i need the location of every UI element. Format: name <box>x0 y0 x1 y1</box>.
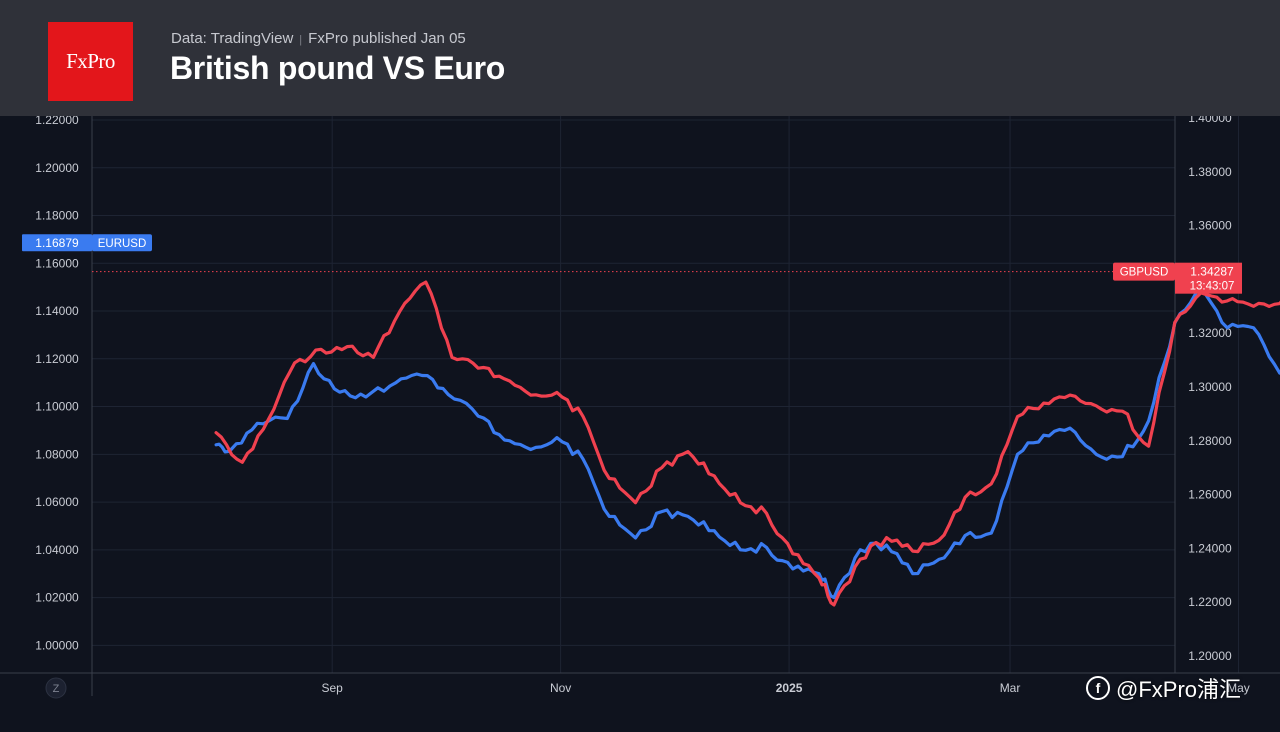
separator: | <box>299 34 303 46</box>
right-tick-label: 1.38000 <box>1188 165 1232 179</box>
data-source: Data: TradingView <box>171 30 294 47</box>
chart-title: British pound VS Euro <box>170 50 506 86</box>
x-tick-label: Nov <box>550 681 571 695</box>
x-axis-labels: SepNov2025MarMayJulSepNov2026 <box>322 681 1250 695</box>
left-tick-label: 1.10000 <box>35 400 79 414</box>
left-tick-label: 1.16000 <box>35 256 79 270</box>
gbpusd-line <box>214 280 1280 607</box>
gbpusd-name-label: GBPUSD <box>1120 267 1169 279</box>
weibo-icon: f <box>1086 676 1110 700</box>
right-tick-label: 1.26000 <box>1188 488 1232 502</box>
left-tick-label: 1.18000 <box>35 209 79 223</box>
right-tick-label: 1.32000 <box>1188 326 1232 340</box>
price-chart: 1.22000 1.20000 1.18000 1.16000 1.14000 1.120… <box>0 116 1280 732</box>
x-tick-label: Sep <box>322 681 344 695</box>
right-tick-label: 1.30000 <box>1188 380 1232 394</box>
left-tick-label: 1.12000 <box>35 352 79 366</box>
gbpusd-name-tag <box>1113 262 1175 281</box>
eurusd-value-tag <box>22 234 92 252</box>
right-tick-label: 1.22000 <box>1188 595 1232 609</box>
left-tick-label: 1.20000 <box>35 161 79 175</box>
eurusd-last-value: 1.16879 <box>35 236 79 250</box>
left-tick-label: 1.00000 <box>35 638 79 652</box>
left-tick-label: 1.06000 <box>35 495 79 509</box>
watermark-text: @FxPro浦汇 <box>1116 677 1242 702</box>
right-tick-label: 1.24000 <box>1188 541 1232 555</box>
left-tick-label: 1.04000 <box>35 543 79 557</box>
eurusd-name-label: EURUSD <box>98 238 147 250</box>
right-axis-labels: 1.400001.380001.360001.340001.320001.300… <box>1188 116 1232 663</box>
right-tick-label: 1.20000 <box>1188 649 1232 663</box>
x-tick-label: 2025 <box>776 681 803 695</box>
fxpro-logo: FxPro <box>48 22 133 101</box>
x-tick-label: Mar <box>1000 681 1021 695</box>
plot-background <box>0 116 1280 732</box>
eurusd-name-tag <box>92 234 152 252</box>
gbpusd-price-tag <box>1175 262 1242 294</box>
source-line: Data: TradingView | FxPro published Jan 05 <box>171 30 466 47</box>
left-tick-label: 1.02000 <box>35 591 79 605</box>
right-tick-label: 1.28000 <box>1188 434 1232 448</box>
left-tick-label: 1.22000 <box>35 116 79 127</box>
left-tick-label: 1.14000 <box>35 304 79 318</box>
x-tick-label: May <box>1227 681 1250 695</box>
header-bar: FxPro Data: TradingView | FxPro published … <box>0 0 1280 116</box>
watermark: f @FxPro浦汇 <box>1086 672 1241 704</box>
gbpusd-price-label: GBPUSD 1.34287 13:43:07 <box>1113 262 1242 294</box>
left-tick-label: 1.08000 <box>35 447 79 461</box>
timezone-button <box>45 677 67 699</box>
gbpusd-countdown: 13:43:07 <box>1190 281 1235 293</box>
right-tick-label: 1.36000 <box>1188 219 1232 233</box>
publisher: FxPro published Jan 05 <box>308 30 466 47</box>
left-axis-labels: 1.22000 1.20000 1.18000 1.16000 1.14000 1.120… <box>35 116 79 652</box>
timezone-icon: Z <box>53 683 60 695</box>
eurusd-line <box>214 285 1280 600</box>
eurusd-price-label: 1.16879 EURUSD <box>22 234 152 252</box>
right-tick-label: 1.40000 <box>1188 116 1232 125</box>
gbpusd-last-value: 1.34287 <box>1190 265 1234 279</box>
